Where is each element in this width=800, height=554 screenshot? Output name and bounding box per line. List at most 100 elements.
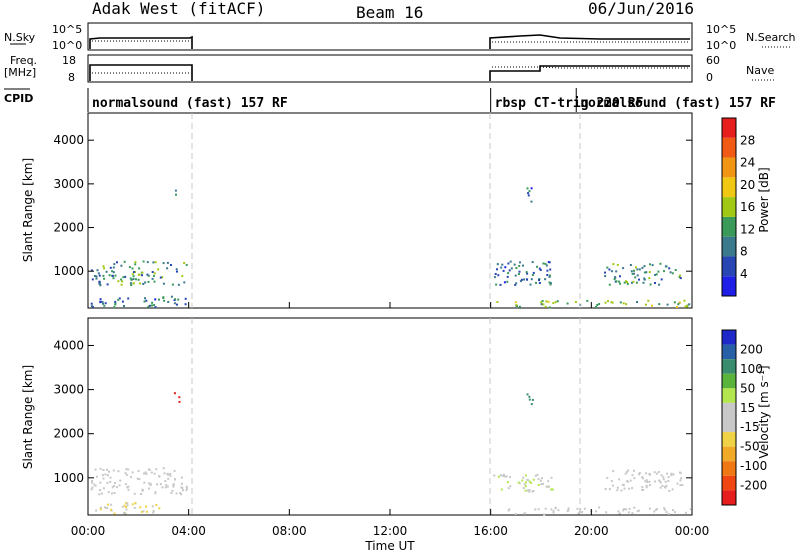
data-cell — [172, 485, 175, 488]
data-cell — [515, 282, 518, 285]
data-cell — [653, 510, 656, 513]
data-cell — [643, 277, 646, 280]
data-cell — [646, 481, 649, 484]
data-cell — [642, 489, 645, 491]
data-cell — [545, 300, 548, 303]
data-cell — [638, 278, 640, 281]
data-cell — [642, 477, 644, 480]
data-cell — [495, 283, 498, 286]
data-cell — [140, 510, 143, 513]
data-cell — [177, 283, 180, 286]
data-cell — [123, 511, 125, 514]
data-cell — [645, 484, 648, 487]
data-cell — [110, 508, 113, 511]
data-cell — [143, 300, 146, 303]
data-cell — [663, 270, 665, 273]
data-cell — [678, 274, 681, 277]
data-cell — [91, 481, 94, 484]
data-cell — [170, 264, 172, 266]
data-cell — [121, 280, 124, 283]
data-cell — [631, 487, 634, 490]
data-cell — [167, 477, 170, 480]
data-cell — [549, 268, 552, 271]
data-cell — [102, 469, 105, 471]
data-cell — [689, 508, 692, 510]
data-cell — [122, 276, 125, 279]
data-cell — [123, 305, 125, 307]
data-cell — [132, 278, 135, 280]
data-cell — [171, 283, 174, 286]
colorbar-tick-label: 16 — [740, 200, 755, 214]
data-cell — [530, 481, 533, 484]
data-cell — [665, 484, 668, 487]
data-cell — [625, 303, 628, 306]
data-cell — [549, 283, 552, 286]
data-cell — [540, 303, 543, 306]
data-cell — [528, 395, 531, 398]
data-cell — [99, 508, 102, 511]
data-cell — [146, 273, 149, 276]
data-cell — [127, 485, 130, 488]
data-cell — [173, 302, 176, 305]
data-cell — [133, 507, 136, 509]
data-cell — [523, 483, 526, 486]
data-cell — [554, 506, 557, 509]
x-tick-label: 16:00 — [473, 524, 508, 538]
data-cell — [633, 469, 635, 472]
velocity-colorbar-label: Velocity [m s⁻¹] — [757, 365, 771, 458]
data-cell — [627, 469, 630, 472]
data-cell — [674, 269, 677, 271]
data-cell — [180, 482, 183, 485]
data-cell — [502, 269, 505, 272]
data-cell — [645, 271, 648, 274]
data-cell — [644, 303, 647, 306]
data-cell — [624, 472, 627, 475]
data-cell — [542, 262, 545, 265]
data-cell — [171, 489, 174, 492]
colorbar-tick-label: 28 — [740, 133, 755, 147]
data-cell — [106, 468, 108, 471]
data-cell — [648, 484, 651, 487]
data-cell — [547, 480, 550, 483]
data-cell — [145, 505, 147, 508]
data-cell — [156, 483, 158, 486]
data-cell — [621, 483, 624, 486]
data-cell — [173, 392, 176, 395]
colorbar-swatch — [722, 417, 736, 433]
data-cell — [150, 471, 153, 474]
data-cell — [119, 479, 122, 482]
data-cell — [614, 276, 617, 279]
data-cell — [517, 481, 520, 484]
data-cell — [608, 268, 611, 271]
data-cell — [91, 305, 93, 308]
power-panel: 1000 2000 3000 4000 Slant Range [km] — [21, 112, 693, 309]
data-cell — [548, 306, 551, 309]
data-cell — [684, 511, 687, 514]
data-cell — [513, 263, 516, 266]
data-cell — [95, 275, 98, 278]
data-cell — [668, 489, 671, 492]
data-cell — [526, 272, 529, 275]
data-cell — [594, 306, 597, 308]
data-cell — [557, 509, 560, 512]
data-cell — [130, 284, 133, 287]
data-cell — [635, 266, 637, 269]
data-cell — [654, 282, 656, 284]
colorbar-tick-label: 12 — [740, 222, 755, 236]
data-cell — [114, 300, 117, 303]
data-cell — [496, 301, 499, 303]
data-cell — [494, 273, 497, 275]
data-cell — [182, 489, 184, 492]
data-cell — [631, 281, 633, 284]
data-cell — [139, 506, 142, 509]
data-cell — [120, 278, 123, 281]
data-cell — [154, 491, 157, 494]
data-cell — [131, 273, 134, 276]
data-cell — [657, 270, 660, 273]
data-cell — [615, 270, 618, 273]
date-title: 06/Jun/2016 — [588, 0, 694, 18]
data-cell — [99, 300, 102, 303]
data-cell — [676, 306, 678, 308]
cpid-segment-label: normalsound (fast) 157 RF — [92, 96, 288, 111]
